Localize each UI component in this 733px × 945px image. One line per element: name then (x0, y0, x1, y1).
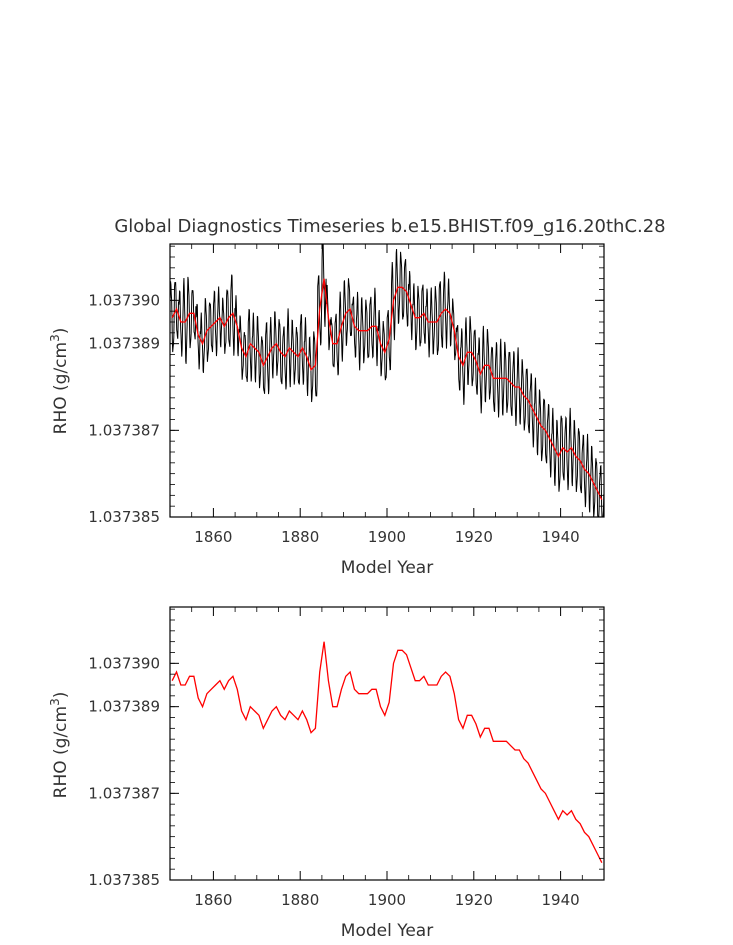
x-tick-label: 1860 (194, 891, 232, 909)
y-tick-label: 1.037390 (88, 654, 160, 672)
x-tick-label: 1940 (542, 528, 580, 546)
y-axis-label-superscript: 3 (48, 334, 62, 342)
y-axis-label-main: RHO (g/cm (51, 342, 71, 434)
y-axis-label-close: ) (51, 328, 71, 335)
plot-frame (169, 243, 605, 518)
y-axis-label-close: ) (51, 692, 71, 699)
x-tick-label: 1940 (542, 891, 580, 909)
x-axis-label: Model Year (341, 558, 433, 578)
y-tick-label: 1.037389 (88, 698, 160, 716)
y-axis-label-main: RHO (g/cm (51, 706, 71, 798)
series-monthly-line (169, 243, 605, 518)
y-tick-label: 1.037385 (88, 508, 160, 526)
x-axis-label: Model Year (341, 921, 433, 941)
chart-series-group (169, 243, 605, 518)
y-axis-label-superscript: 3 (48, 698, 62, 706)
x-tick-label: 1900 (368, 528, 406, 546)
y-tick-label: 1.037389 (88, 335, 160, 353)
x-tick-label: 1860 (194, 528, 232, 546)
series-annual-line (171, 641, 603, 863)
x-tick-label: 1880 (281, 528, 319, 546)
y-axis-label: RHO (g/cm3) (48, 692, 71, 799)
y-tick-label: 1.037387 (88, 784, 160, 802)
x-tick-label: 1920 (455, 528, 493, 546)
timeseries-chart-top: Global Diagnostics Timeseries b.e15.BHIS… (48, 216, 666, 578)
chart-title: Global Diagnostics Timeseries b.e15.BHIS… (114, 216, 665, 237)
y-tick-label: 1.037390 (88, 291, 160, 309)
x-tick-label: 1920 (455, 891, 493, 909)
y-axis-label: RHO (g/cm3) (48, 328, 71, 435)
timeseries-chart-bottom: 1860 1880 1900 1920 1940 1.037385 1.037387 1.03… (48, 606, 605, 941)
y-tick-label: 1.037387 (88, 421, 160, 439)
x-tick-label: 1880 (281, 891, 319, 909)
chart-series-group (171, 641, 603, 863)
y-tick-label: 1.037385 (88, 871, 160, 889)
x-tick-label: 1900 (368, 891, 406, 909)
plot-frame (169, 606, 605, 881)
series-annual-line (171, 278, 603, 500)
